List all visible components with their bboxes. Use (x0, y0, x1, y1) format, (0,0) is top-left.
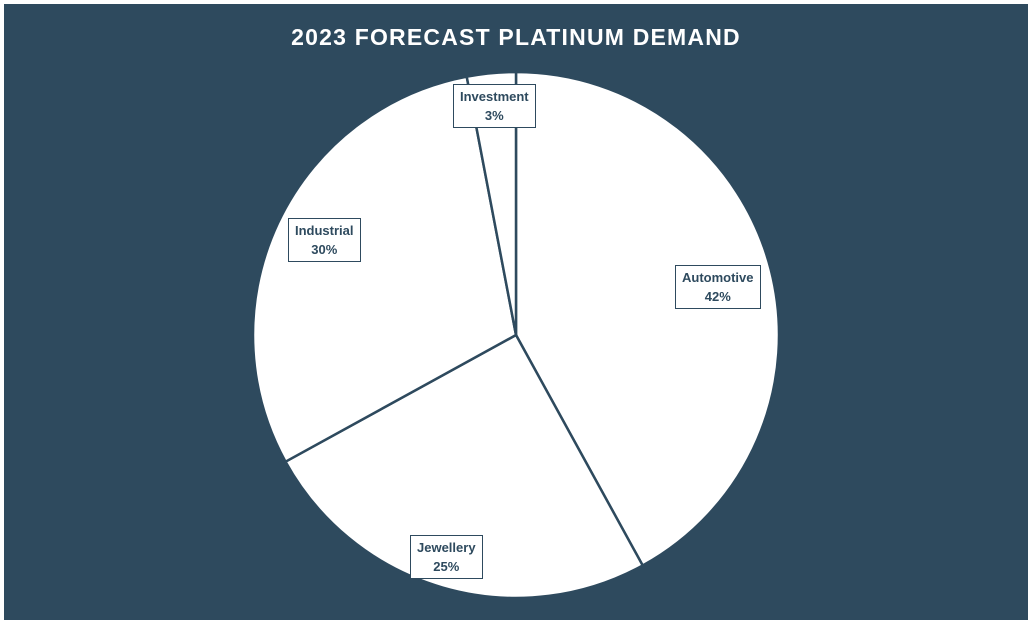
pie-chart (251, 70, 781, 600)
label-automotive: Automotive 42% (675, 265, 761, 309)
label-investment: Investment 3% (453, 84, 536, 128)
pie-slice-jewellery (284, 333, 644, 600)
chart-title: 2023 FORECAST PLATINUM DEMAND (291, 24, 741, 50)
pie-slice-automotive (514, 70, 781, 567)
label-investment-name: Investment (460, 89, 529, 104)
pie-slice-industrial (251, 75, 518, 463)
pie-slice-investment (465, 70, 518, 337)
label-jewellery: Jewellery 25% (410, 535, 483, 579)
label-automotive-value: 42% (704, 289, 731, 304)
label-industrial-value: 30% (311, 242, 338, 257)
chart-area: 2023 FORECAST PLATINUM DEMAND Automotive… (4, 4, 1028, 620)
label-jewellery-value: 25% (433, 559, 460, 574)
label-investment-value: 3% (484, 108, 504, 123)
label-industrial-name: Industrial (295, 223, 354, 238)
label-jewellery-name: Jewellery (417, 540, 476, 555)
label-industrial: Industrial 30% (288, 218, 361, 262)
label-automotive-name: Automotive (682, 270, 754, 285)
